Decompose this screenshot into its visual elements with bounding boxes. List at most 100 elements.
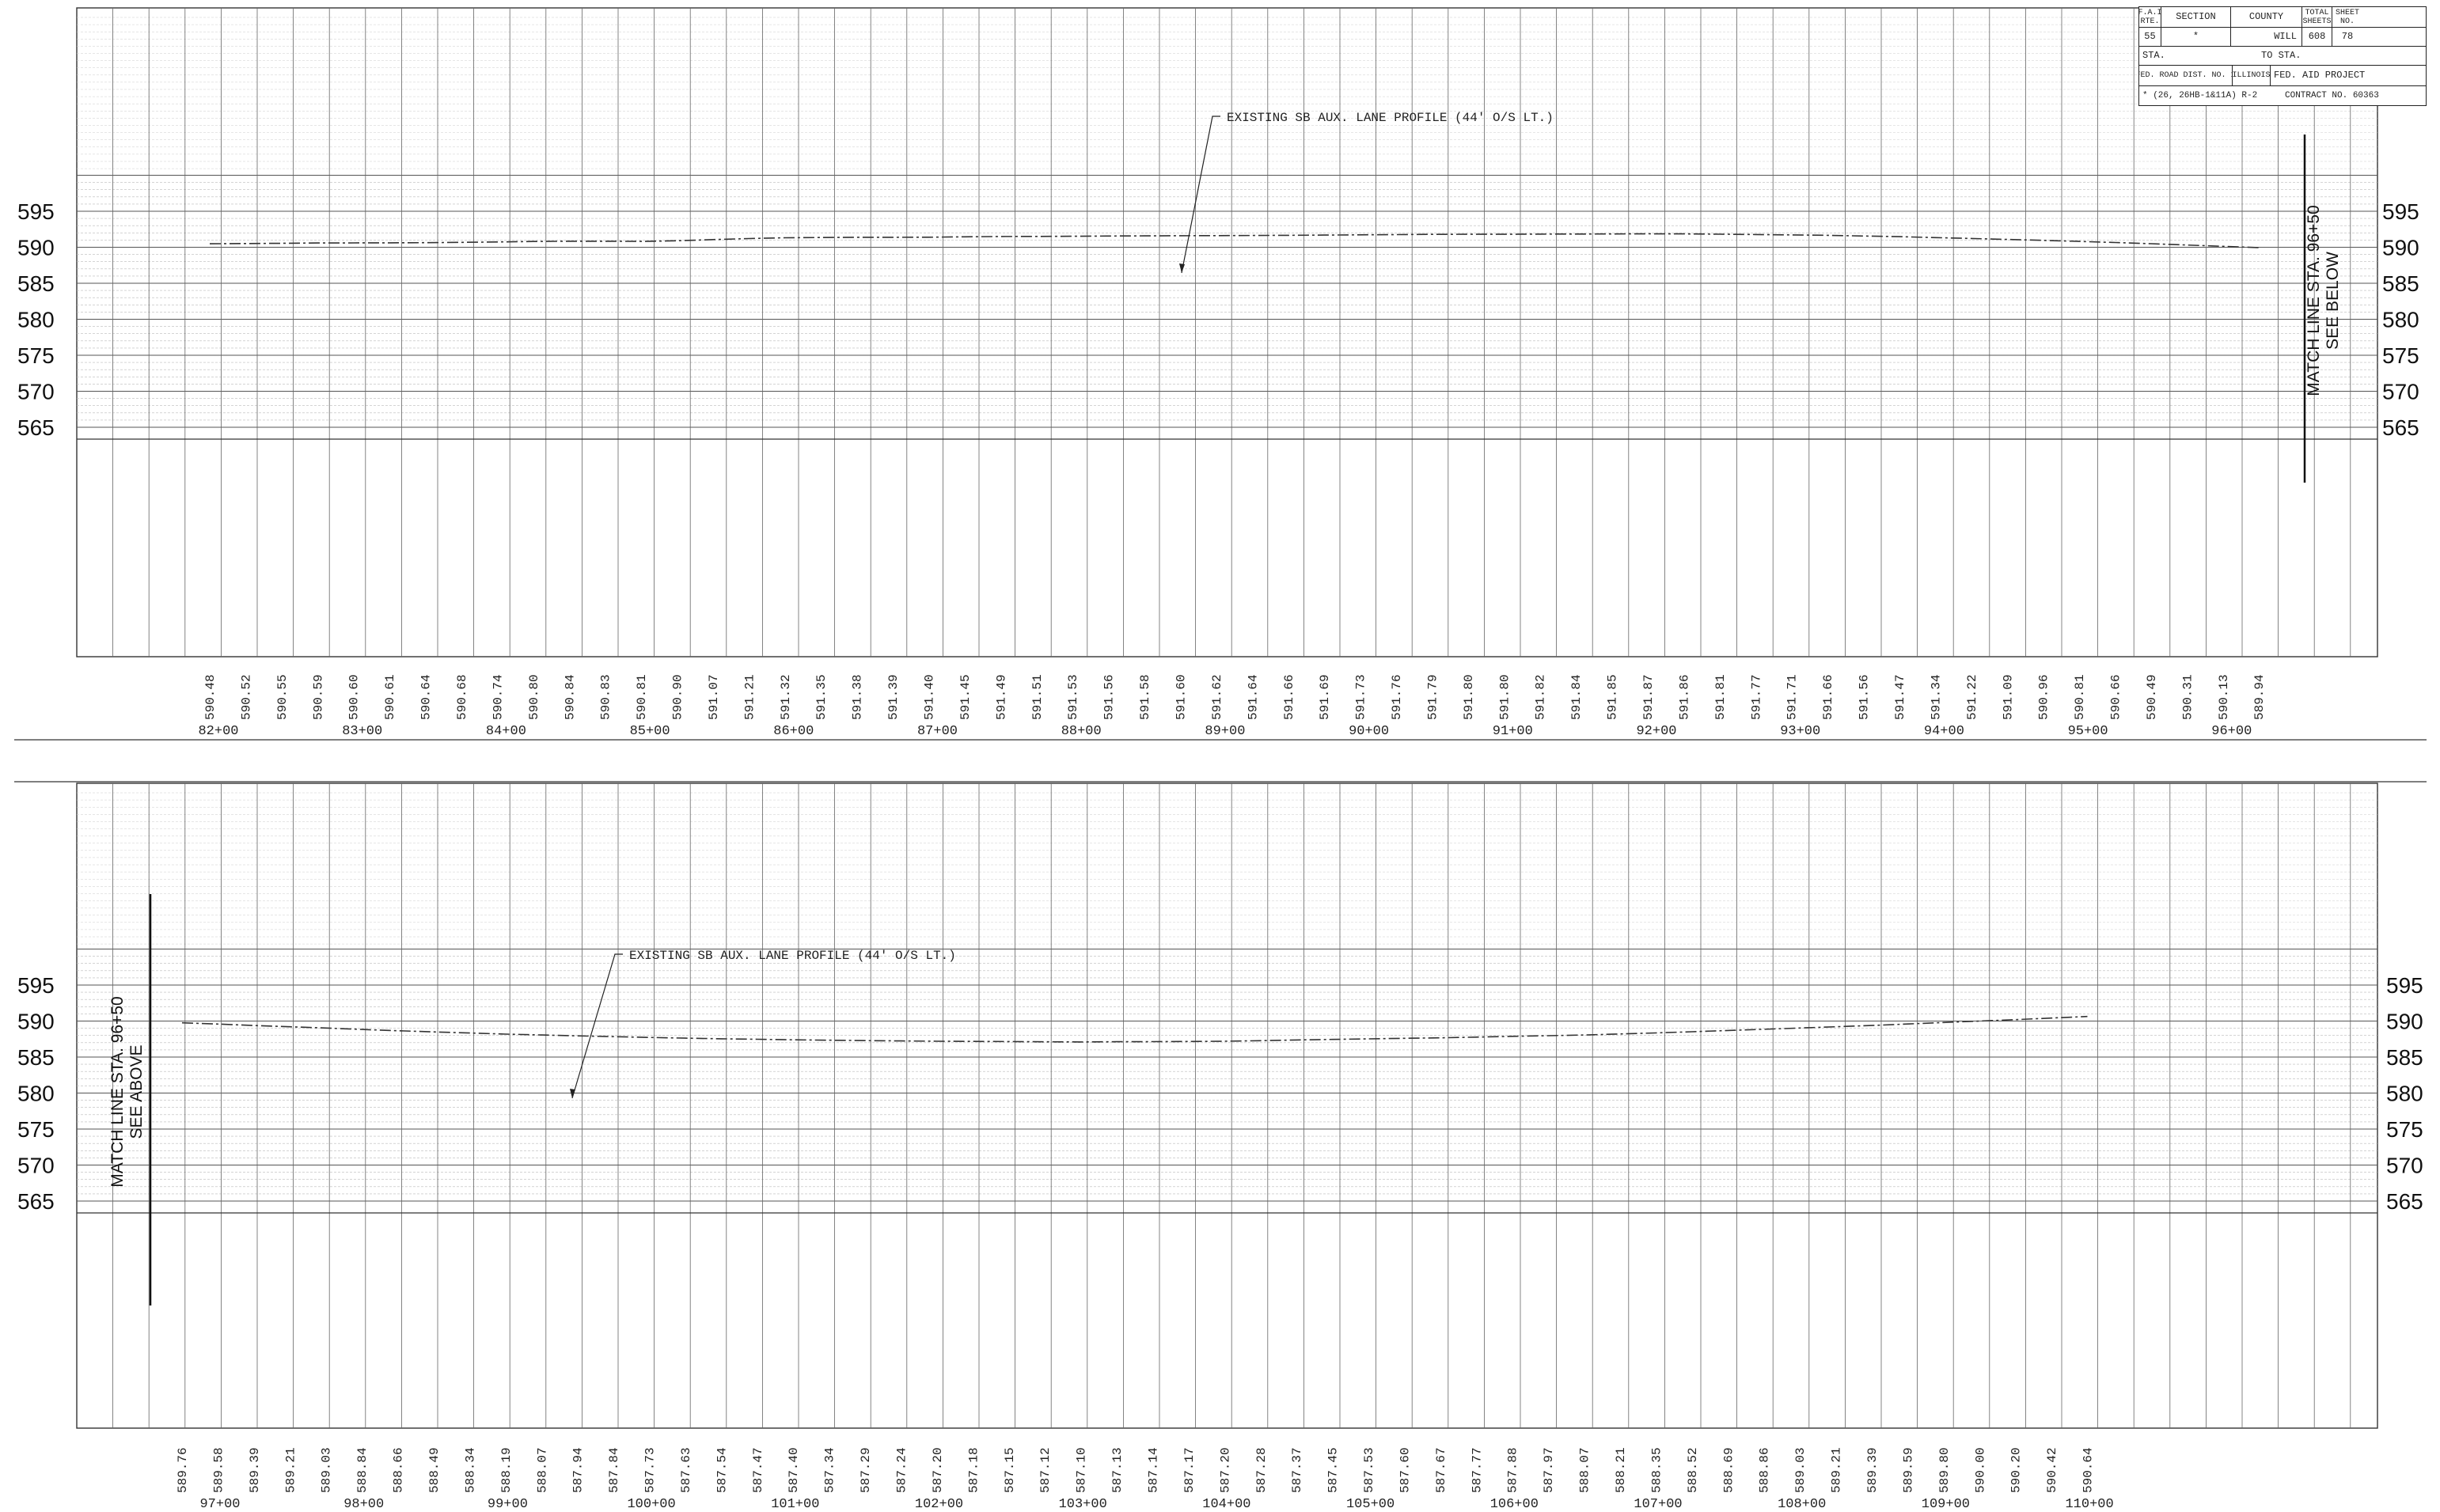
elevation-label: 591.80 (1462, 674, 1476, 720)
total-sheets-label: TOTAL SHEETS (2302, 7, 2332, 27)
elevation-label: 590.66 (2109, 674, 2123, 720)
elevation-tick-left: 570 (17, 1154, 55, 1178)
elevation-label: 591.49 (994, 674, 1008, 720)
station-label: 101+00 (771, 1497, 819, 1512)
elevation-label: 588.84 (355, 1447, 370, 1493)
elevation-label: 591.58 (1138, 674, 1152, 720)
match-line-label: MATCH LINE STA. 96+50 (2305, 205, 2323, 396)
elevation-label: 590.64 (419, 674, 434, 720)
station-label: 92+00 (1636, 724, 1676, 739)
elevation-tick-right: 585 (2386, 1045, 2423, 1070)
section-note: * (26, 26HB-1&11A) R-2 (2142, 90, 2258, 100)
match-line-label: MATCH LINE STA. 96+50 (108, 996, 127, 1187)
elevation-label: 587.67 (1434, 1447, 1448, 1493)
station-label: 100+00 (627, 1497, 675, 1512)
elevation-label: 591.84 (1569, 674, 1584, 720)
elevation-label: 588.07 (535, 1447, 549, 1493)
total-sheets-value: 608 (2302, 28, 2332, 46)
elevation-label: 587.54 (715, 1447, 729, 1493)
elevation-label: 589.59 (1901, 1447, 1915, 1493)
elevation-tick-right: 595 (2382, 199, 2419, 224)
elevation-label: 590.96 (2037, 674, 2051, 720)
elevation-label: 590.60 (347, 674, 362, 720)
station-label: 108+00 (1778, 1497, 1826, 1512)
elevation-tick-left: 570 (17, 380, 55, 404)
elevation-label: 587.28 (1254, 1447, 1269, 1493)
elevation-label: 589.58 (211, 1447, 226, 1493)
elevation-label: 590.31 (2180, 674, 2195, 720)
elevation-label: 590.81 (635, 674, 649, 720)
elevation-label: 590.20 (2009, 1447, 2024, 1493)
elevation-tick-right: 570 (2382, 380, 2419, 404)
elevation-label: 587.20 (1218, 1447, 1232, 1493)
station-label: 94+00 (1924, 724, 1964, 739)
grid-frame (76, 783, 2378, 1429)
elevation-label: 587.47 (751, 1447, 765, 1493)
elevation-label: 590.55 (275, 674, 290, 720)
elevation-label: 590.48 (203, 674, 218, 720)
fai-rte-label: F.A.I RTE. (2139, 7, 2161, 27)
elevation-label: 591.73 (1354, 674, 1368, 720)
station-label: 86+00 (773, 724, 814, 739)
elevation-label: 587.17 (1182, 1447, 1197, 1493)
elevation-tick-right: 575 (2382, 343, 2419, 368)
elevation-label: 589.21 (283, 1447, 298, 1493)
elevation-label: 589.39 (248, 1447, 262, 1493)
elevation-label: 588.21 (1614, 1447, 1628, 1493)
elevation-label: 587.40 (787, 1447, 801, 1493)
elevation-label: 589.03 (1793, 1447, 1808, 1493)
elevation-label: 590.42 (2045, 1447, 2059, 1493)
elevation-tick-right: 585 (2382, 271, 2419, 296)
upper-profile-panel: 595 595 590 590 585 585 580 580 575 575 570 570 565 5… (17, 7, 2419, 739)
elevation-label: 588.49 (427, 1447, 442, 1493)
elevation-label: 591.86 (1677, 674, 1691, 720)
elevation-label: 587.63 (679, 1447, 693, 1493)
fed-aid-project: FED. AID PROJECT (2274, 70, 2366, 81)
elevation-label: 591.51 (1030, 674, 1045, 720)
elevation-label: 591.66 (1821, 674, 1835, 720)
section-label: SECTION (2161, 7, 2231, 27)
profile-line (209, 233, 2260, 248)
elevation-label: 587.53 (1362, 1447, 1376, 1493)
station-label: 95+00 (2068, 724, 2108, 739)
elevation-tick-left: 595 (17, 973, 55, 998)
elevation-tick-right: 590 (2386, 1010, 2423, 1034)
profile-callout-label: EXISTING SB AUX. LANE PROFILE (44' O/S L… (1227, 111, 1554, 125)
elevation-label: 590.52 (239, 674, 253, 720)
elevation-label: 590.13 (2217, 674, 2231, 720)
station-label: 85+00 (630, 724, 670, 739)
elevation-label: 591.62 (1210, 674, 1224, 720)
grid-frame (76, 7, 2378, 657)
elevation-label: 590.68 (455, 674, 469, 720)
sheet-no-label: SHEET NO. (2335, 8, 2359, 26)
elevation-label: 587.88 (1506, 1447, 1520, 1493)
elevation-label: 591.22 (1965, 674, 1979, 720)
station-label: 83+00 (342, 724, 382, 739)
elevation-tick-right: 565 (2386, 1189, 2423, 1214)
elevation-tick-right: 580 (2386, 1082, 2423, 1106)
elevation-label: 589.21 (1830, 1447, 1844, 1493)
elevation-label: 591.80 (1497, 674, 1512, 720)
sta-label: STA. (2142, 50, 2165, 61)
elevation-label: 591.09 (2001, 674, 2015, 720)
callout-leader (571, 953, 623, 1099)
elevation-label: 591.71 (1785, 674, 1800, 720)
elevation-label: 591.76 (1390, 674, 1404, 720)
elevation-tick-left: 595 (17, 199, 55, 224)
elevation-label: 590.49 (2145, 674, 2159, 720)
elevation-tick-left: 590 (17, 1010, 55, 1034)
elevation-tick-right: 565 (2382, 415, 2419, 440)
fai-rte-value: 55 (2139, 28, 2161, 46)
elevation-label: 587.13 (1110, 1447, 1125, 1493)
elevation-label: 587.12 (1038, 1447, 1053, 1493)
elevation-label: 591.21 (742, 674, 757, 720)
elevation-label: 590.83 (599, 674, 613, 720)
elevation-label: 588.35 (1649, 1447, 1664, 1493)
elevation-tick-left: 585 (17, 1045, 55, 1070)
elevation-label: 589.76 (176, 1447, 190, 1493)
elevation-label: 587.60 (1398, 1447, 1412, 1493)
to-sta-label: TO STA. (2261, 50, 2301, 61)
elevation-label: 591.82 (1534, 674, 1548, 720)
elevation-label: 590.64 (2081, 1447, 2096, 1493)
elevation-label: 591.53 (1066, 674, 1080, 720)
